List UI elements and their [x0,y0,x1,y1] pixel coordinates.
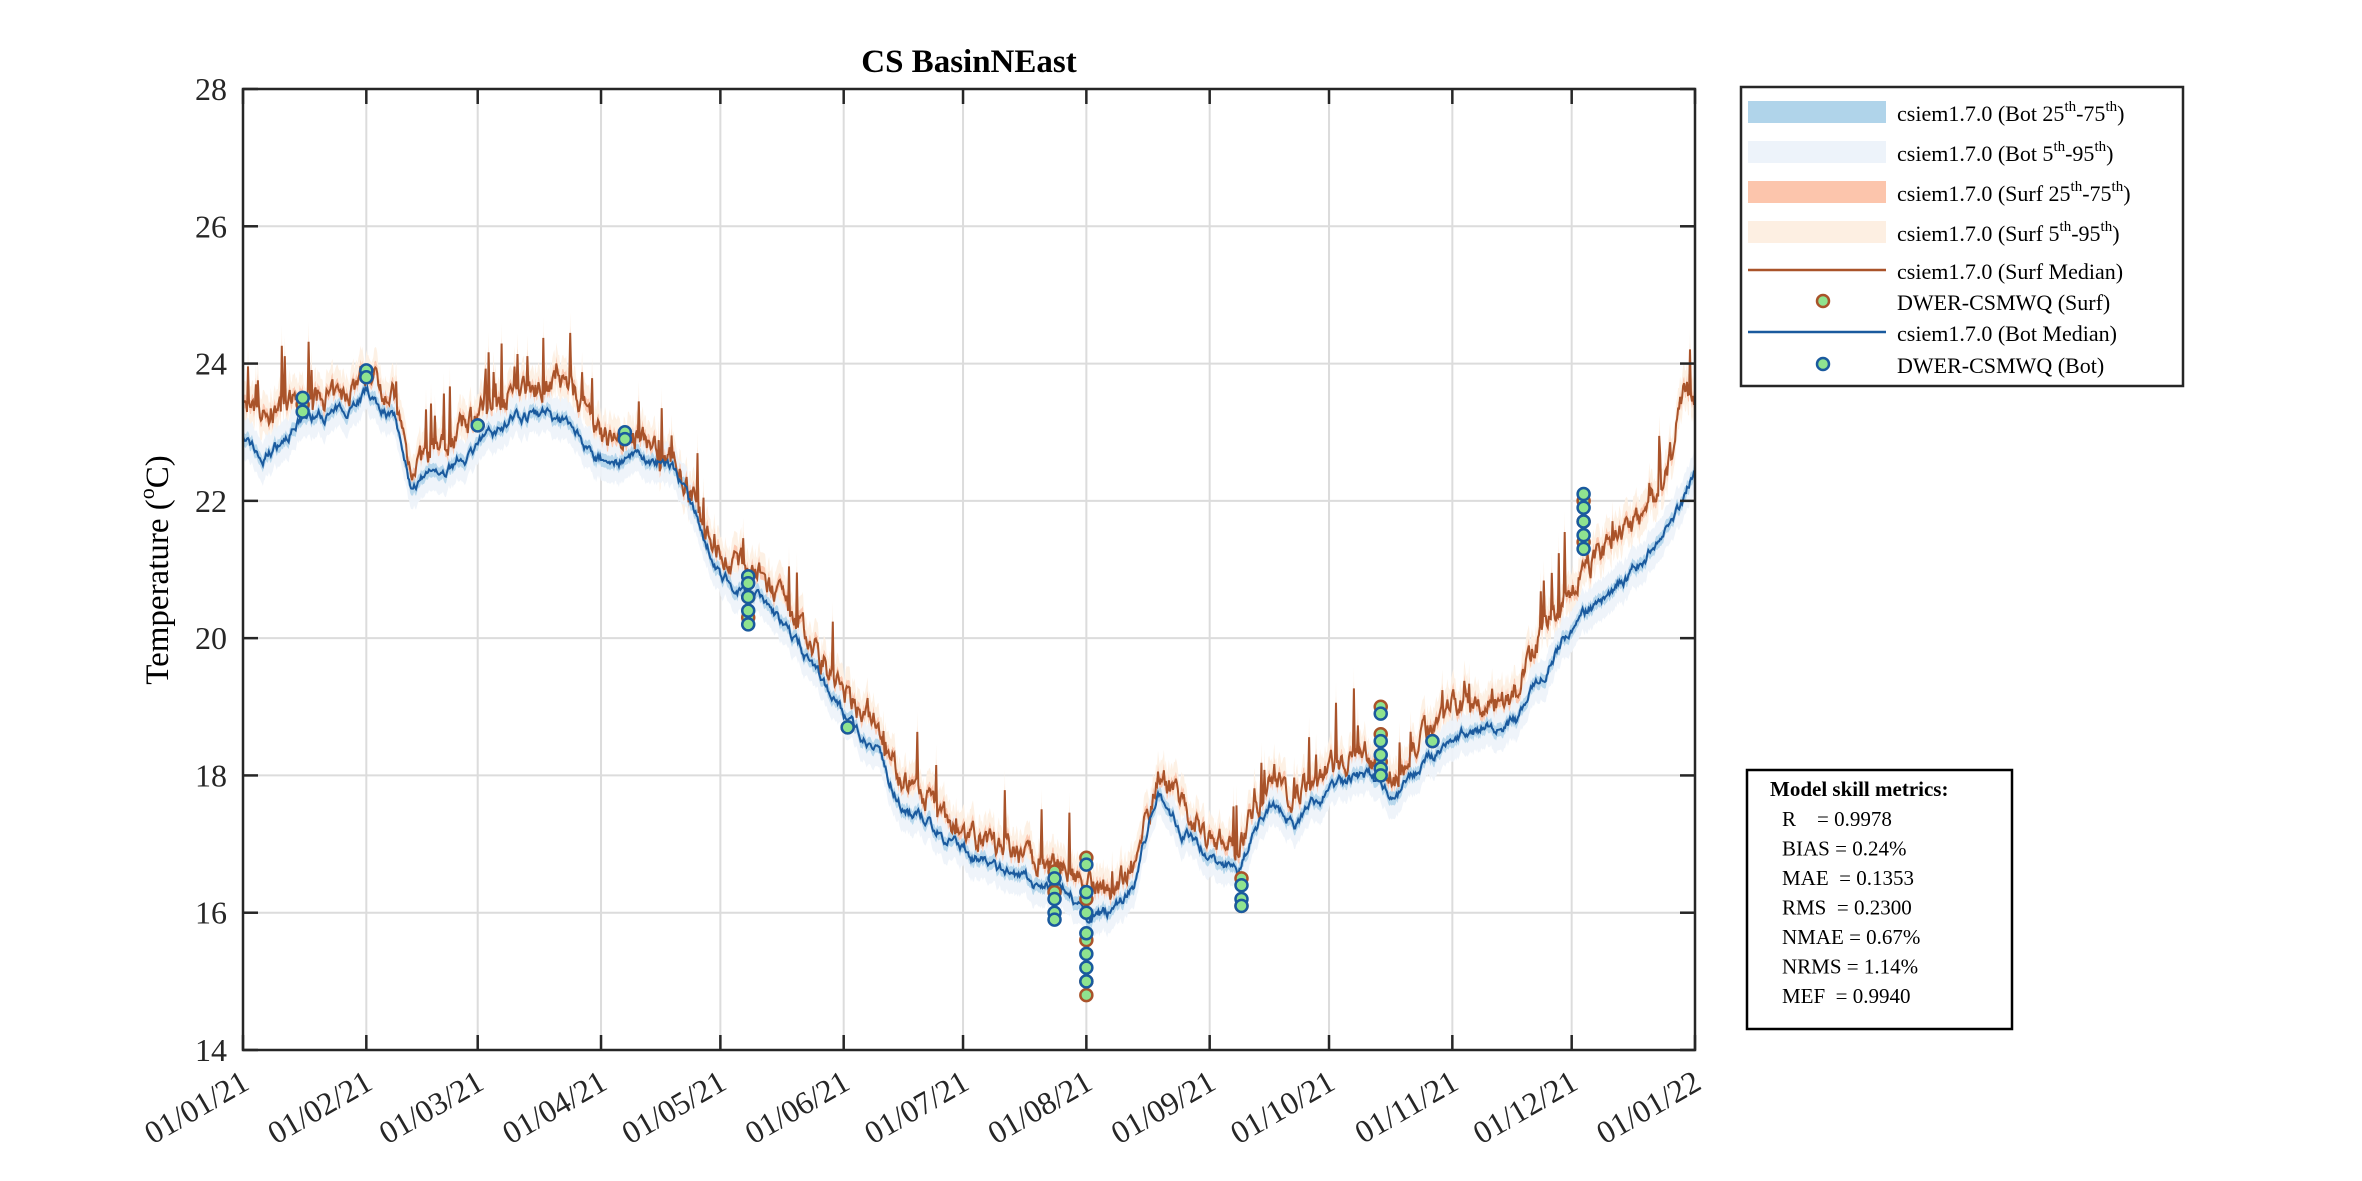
bot-median-line [242,383,1696,924]
observation-markers [295,363,1591,1003]
legend-label: DWER-CSMWQ (Surf) [1897,290,2110,315]
bot-observation-point [740,575,756,591]
metric-line: R = 0.9978 [1782,807,1892,831]
bot-observation-point [1425,733,1440,749]
surf-observation-point [1079,987,1094,1003]
y-tick-label: 20 [195,620,227,656]
y-tick-label: 16 [195,895,227,931]
surf-median-line [242,332,1696,900]
axis-ticks: 14 16 18 20 22 24 26 28 01/01/21 01/02/2101/03/21… [138,71,1707,1151]
x-tick-label: 01/07/21 [858,1063,975,1151]
legend: csiem1.7.0 (Bot 25th-75th) csiem1.7.0 (Bo… [1739,85,2185,388]
bot-observation-point [1373,706,1388,721]
bot-observation-point [1373,747,1388,763]
y-tick-label: 24 [195,346,227,382]
bot-observation-point [1047,891,1062,907]
x-tick-label: 01/09/21 [1105,1063,1222,1151]
bot-observation-point [1079,905,1094,920]
bot-observation-point [295,404,310,419]
bot-observation-point [1079,857,1094,872]
plot-area-frame [241,87,1697,1052]
y-axis-label: Temperature (oC) [134,455,176,685]
bot-observation-point [295,390,310,406]
bot-observation-point [1047,871,1062,886]
legend-label: csiem1.7.0 (Bot 5th-95th) [1897,139,2113,166]
metric-line: MAE = 0.1353 [1782,866,1914,890]
percentile-bands [243,312,1695,944]
bot-5-95-band [243,366,1695,944]
x-tick-label: 01/05/21 [615,1063,732,1151]
y-tick-label: 22 [195,483,227,519]
bot-observation-point [840,720,855,735]
x-tick-label: 01/12/21 [1467,1063,1584,1151]
bot-observation-point [740,617,756,632]
legend-marker-swatch [1815,356,1831,372]
metrics-box: Model skill metrics: R = 0.9978 BIAS = 0.… [1745,768,2014,1031]
bot-observation-point [470,418,485,433]
x-tick-label: 01/04/21 [496,1063,613,1151]
bot-observation-point [1047,912,1062,927]
surf-5-95-band [243,312,1695,921]
metrics-frame [1745,768,2014,1031]
legend-label: csiem1.7.0 (Bot 25th-75th) [1897,99,2124,126]
metric-line: RMS = 0.2300 [1782,896,1912,920]
chart-title: CS BasinNEast [861,44,1076,80]
bot-observation-point [1079,974,1094,989]
bot-observation-point [1079,946,1094,962]
legend-swatch [1748,181,1886,203]
median-lines [242,332,1696,924]
legend-label: DWER-CSMWQ (Bot) [1897,353,2104,378]
bot-observation-point [1576,527,1591,543]
bot-observation-point [1576,541,1591,557]
bot-observation-point [1234,878,1249,893]
x-tick-label: 01/06/21 [739,1063,856,1151]
x-tick-label: 01/03/21 [373,1063,490,1151]
legend-label: csiem1.7.0 (Surf 5th-95th) [1897,219,2120,246]
grid-lines [242,88,1696,1051]
y-tick-label: 18 [195,757,227,793]
metric-line: BIAS = 0.24% [1782,837,1906,861]
bot-observation-point [1234,898,1249,914]
x-tick-label: 01/02/21 [261,1063,378,1151]
x-tick-label: 01/11/21 [1348,1063,1464,1150]
x-tick-label: 01/10/21 [1224,1063,1341,1151]
legend-label: csiem1.7.0 (Surf 25th-75th) [1897,179,2131,206]
bot-observation-point [1576,486,1591,502]
x-tick-label: 01/08/21 [981,1063,1098,1151]
bot-observation-point [1079,884,1094,900]
bot-observation-point [617,431,633,447]
bot-observation-point [740,589,756,605]
legend-swatch [1748,141,1886,163]
bot-observation-point [1576,500,1591,515]
metric-line: NRMS = 1.14% [1782,955,1918,979]
bot-observation-point [1079,960,1094,975]
metric-line: MEF = 0.9940 [1782,984,1911,1008]
metric-line: NMAE = 0.67% [1782,925,1920,949]
legend-swatch [1748,101,1886,123]
legend-marker-swatch [1815,293,1831,309]
bot-observation-point [1373,733,1388,749]
legend-label: csiem1.7.0 (Surf Median) [1897,259,2123,284]
bot-observation-point [1079,926,1094,941]
metrics-title: Model skill metrics: [1770,777,1948,801]
bot-observation-point [359,370,374,385]
y-tick-label: 14 [195,1032,227,1068]
x-tick-label: 01/01/21 [138,1063,255,1151]
bot-observation-point [740,603,756,618]
legend-label: csiem1.7.0 (Bot Median) [1897,321,2117,346]
bot-observation-point [1576,514,1591,529]
y-tick-label: 28 [195,71,227,107]
x-tick-label: 01/01/22 [1590,1063,1707,1151]
y-tick-label: 26 [195,208,227,244]
legend-swatch [1748,221,1886,243]
bot-observation-point [1373,768,1388,783]
